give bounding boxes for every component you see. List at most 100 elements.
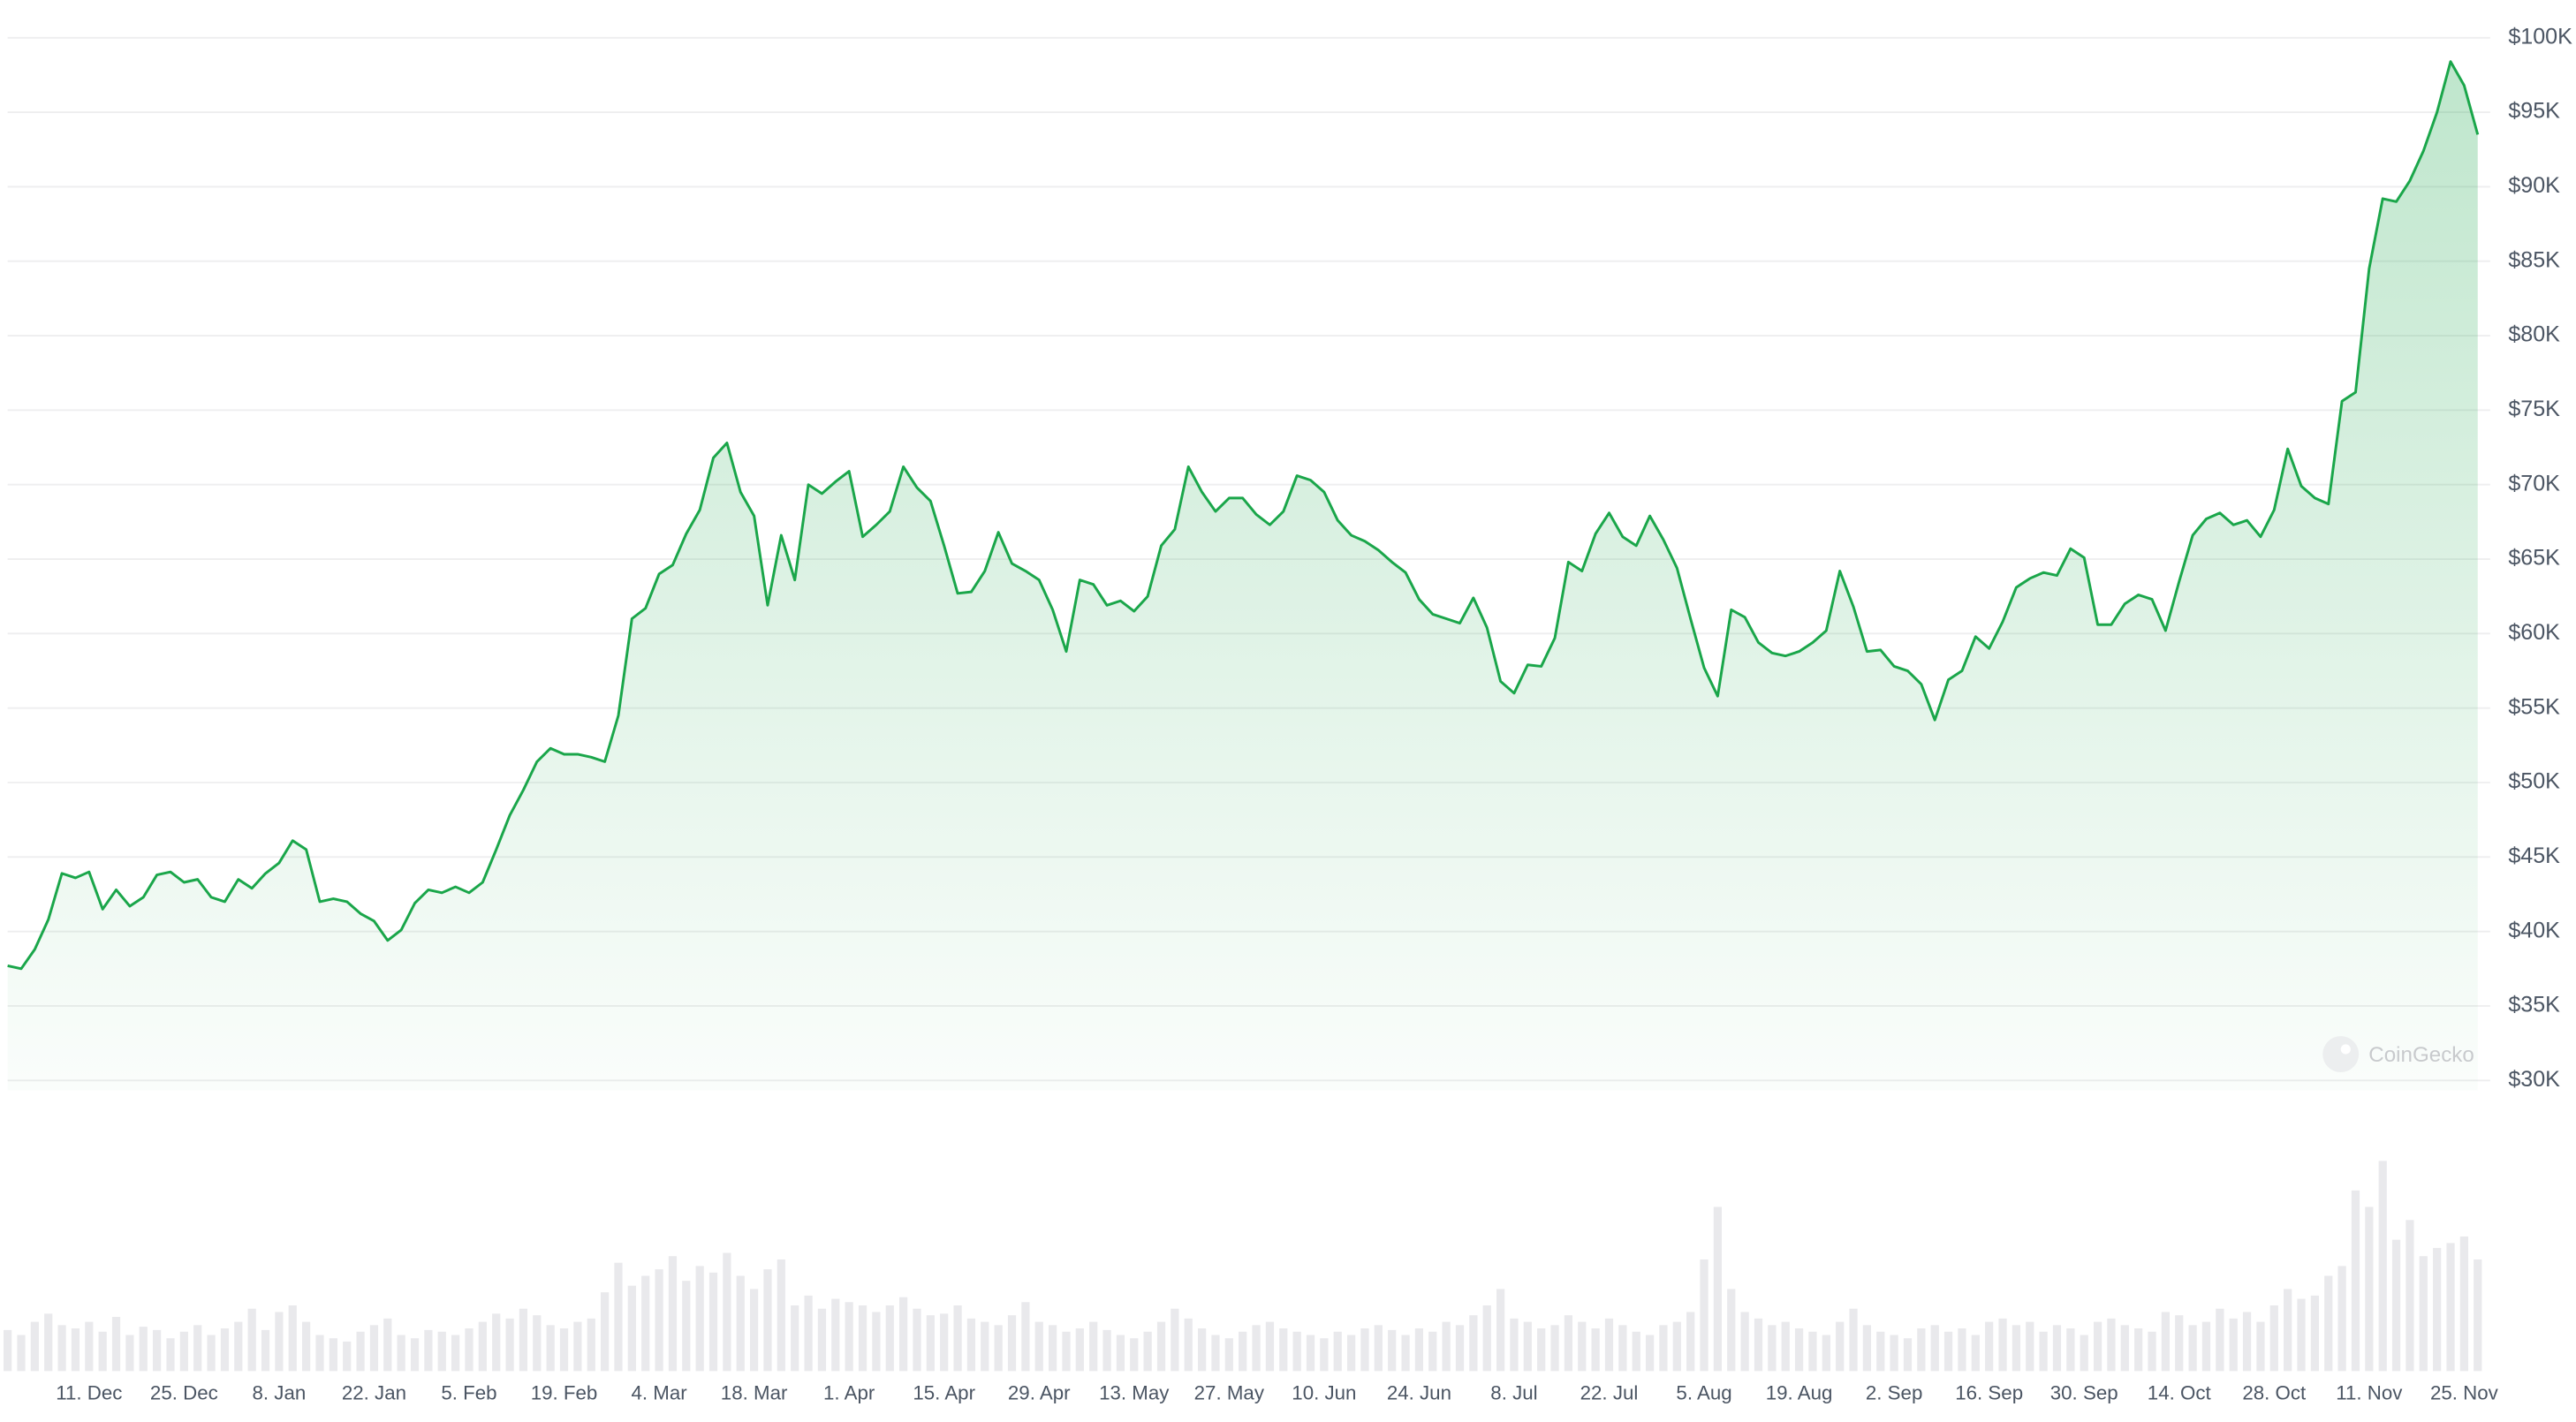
volume-bar	[44, 1313, 53, 1372]
volume-bar	[153, 1329, 162, 1372]
volume-bar	[139, 1327, 148, 1372]
y-tick-label: $30K	[2508, 1067, 2560, 1092]
line	[7, 60, 2480, 971]
y-tick-label: $50K	[2508, 769, 2560, 794]
volume-bar	[369, 1325, 379, 1372]
volume-bar	[193, 1325, 202, 1372]
volume-bar	[1360, 1328, 1369, 1372]
volume-bar	[1021, 1302, 1030, 1372]
x-tick-label: 13. May	[1099, 1381, 1170, 1403]
volume-bar	[166, 1338, 175, 1372]
volume-bar	[1007, 1315, 1017, 1372]
labels: $30K $35K $40K $45K $50K $55K $60K $65K $70K $75K…	[56, 24, 2572, 1403]
y-tick-label: $45K	[2508, 843, 2560, 868]
x-tick-label: 19. Aug	[1766, 1381, 1833, 1403]
volume-bar	[791, 1305, 799, 1372]
volume-bar	[627, 1285, 636, 1372]
volume-bar	[898, 1297, 908, 1372]
volume-bar	[1428, 1331, 1437, 1372]
volume-bar	[1985, 1321, 1994, 1372]
x-tick-label: 11. Nov	[2336, 1381, 2403, 1403]
volume-bar	[1414, 1328, 1424, 1372]
volume-bar	[750, 1289, 759, 1372]
volume-bar	[2284, 1289, 2292, 1372]
volume-bar	[2378, 1161, 2387, 1372]
volume-bar	[2459, 1236, 2468, 1372]
x-tick-label: 8. Jul	[1490, 1381, 1537, 1403]
volume-bar	[2351, 1190, 2360, 1372]
volume-bar	[1279, 1328, 1288, 1372]
volume-bar	[1686, 1312, 1695, 1372]
volume-bar	[1659, 1325, 1668, 1372]
watermark-icon-eye	[2340, 1044, 2351, 1055]
volume-bar	[1971, 1335, 1980, 1372]
x-tick-label: 15. Apr	[913, 1381, 975, 1403]
y-tick-label: $35K	[2508, 993, 2560, 1017]
volume-bar	[1102, 1329, 1111, 1372]
volume-bar	[736, 1275, 745, 1372]
volume-bar	[872, 1312, 881, 1372]
volume-bar	[1320, 1338, 1329, 1372]
price-area	[7, 61, 2478, 1091]
volume-bar	[1469, 1315, 1478, 1372]
volume-bar	[1781, 1321, 1790, 1372]
volume-bar	[2474, 1259, 2482, 1372]
volume-bar	[1849, 1308, 1858, 1372]
volume-bar	[546, 1325, 555, 1372]
volume-bar	[723, 1252, 731, 1372]
volume-bar	[451, 1335, 460, 1372]
volume-bar	[1455, 1325, 1465, 1372]
volume-bar	[1346, 1335, 1356, 1372]
volume-bar	[1265, 1321, 1275, 1372]
volume-bar	[763, 1269, 772, 1372]
volume-bar	[573, 1321, 582, 1372]
y-tick-label: $100K	[2508, 24, 2572, 49]
volume-bar	[1156, 1321, 1166, 1372]
volume-bar	[1510, 1318, 1519, 1372]
volume-bar	[2161, 1312, 2171, 1372]
volume-bar	[695, 1266, 704, 1372]
volume-bar	[57, 1325, 66, 1372]
volume-bar	[2026, 1321, 2034, 1372]
volume-bar	[505, 1318, 514, 1372]
volume-bar	[71, 1328, 80, 1372]
x-tick-label: 22. Jan	[342, 1381, 406, 1403]
volume-bar	[587, 1318, 595, 1372]
volume-bar	[2256, 1321, 2265, 1372]
volume-bar	[1116, 1335, 1125, 1372]
volume-bar	[220, 1328, 230, 1372]
volume-bar	[2201, 1321, 2211, 1372]
volume-bar	[1442, 1321, 1451, 1372]
volume-bar	[2337, 1266, 2346, 1372]
volume-bar	[1496, 1289, 1505, 1372]
volume-bar	[343, 1341, 352, 1372]
volume-bar	[1171, 1308, 1179, 1372]
x-tick-label: 29. Apr	[1008, 1381, 1071, 1403]
volume-bar	[1075, 1328, 1084, 1372]
area	[7, 61, 2478, 1091]
volume-bar	[356, 1331, 365, 1372]
volume-bar	[668, 1256, 678, 1372]
volume-bar	[1130, 1338, 1139, 1372]
volume-bar	[2297, 1298, 2306, 1372]
volume-bar	[1211, 1335, 1220, 1372]
x-tick-label: 24. Jun	[1387, 1381, 1451, 1403]
volume-bar	[1930, 1325, 1939, 1372]
volume-bar	[1713, 1206, 1723, 1372]
volume-bar	[1388, 1329, 1397, 1372]
volume-bar	[994, 1325, 1003, 1372]
volume-bar	[234, 1321, 243, 1372]
volume-bar	[2324, 1275, 2333, 1372]
volume-bar	[1862, 1325, 1872, 1372]
volume-bar	[708, 1272, 718, 1372]
volume-bar	[1374, 1325, 1383, 1372]
volume-bar	[519, 1308, 528, 1372]
volume-bar	[1754, 1318, 1763, 1372]
x-tick-label: 27. May	[1194, 1381, 1265, 1403]
volume-bar	[2391, 1239, 2401, 1372]
volume-bar	[85, 1321, 94, 1372]
volume-bar	[2148, 1331, 2156, 1372]
volume-bar	[831, 1298, 840, 1372]
volume-bar	[1768, 1325, 1777, 1372]
volume-bar	[288, 1305, 297, 1372]
